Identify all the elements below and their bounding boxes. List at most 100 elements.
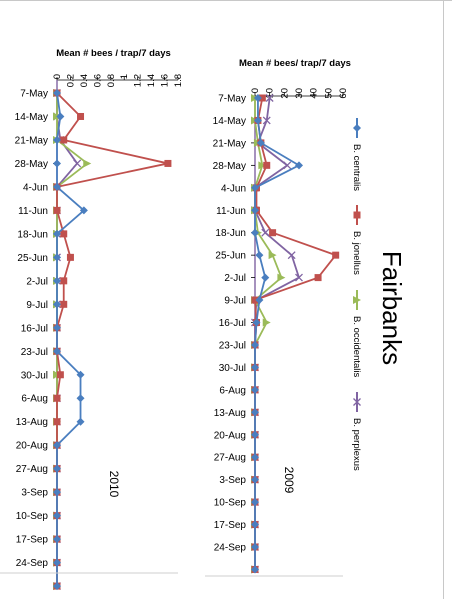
legend-label: B. perplexus — [351, 418, 362, 471]
data-point-centralis — [255, 251, 264, 260]
category-tick-label: 13-Aug — [16, 417, 48, 428]
data-point-centralis — [53, 323, 61, 332]
data-point-centralis — [251, 453, 259, 462]
category-tick-label: 28-May — [15, 159, 48, 170]
category-tick-label: 24-Sep — [214, 543, 247, 554]
data-point-perplexus — [262, 116, 271, 125]
value-tick-label: 1.4 — [146, 74, 157, 87]
data-point-occidentalis — [262, 318, 271, 327]
data-point-centralis — [261, 273, 270, 282]
figure-top-border — [0, 0, 452, 1]
legend-swatch-marker — [353, 124, 361, 132]
value-tick-label: 50 — [323, 88, 334, 99]
value-tick-label: 0.8 — [106, 74, 117, 87]
category-tick-label: 4-Jun — [221, 183, 246, 194]
category-tick-label: 20-Aug — [16, 441, 48, 452]
value-axis-title: Mean # bees / trap/7 days — [56, 48, 171, 59]
data-point-centralis — [251, 498, 259, 507]
category-tick-label: 27-Aug — [214, 453, 246, 464]
data-point-jonellus — [314, 274, 322, 282]
series-line-occidentalis — [56, 93, 89, 587]
category-tick-label: 11-Jun — [216, 206, 246, 217]
data-point-perplexus — [287, 251, 296, 260]
category-tick-label: 14-May — [213, 116, 246, 127]
data-point-jonellus — [251, 296, 259, 304]
value-tick-label: 30 — [294, 88, 305, 99]
data-point-jonellus — [164, 159, 172, 167]
data-point-centralis — [252, 318, 261, 327]
legend-item-occidentalis: B. occidentalis — [351, 290, 362, 378]
data-point-jonellus — [60, 230, 68, 238]
data-point-jonellus — [56, 371, 64, 379]
legend-label: B. centralis — [351, 144, 362, 191]
data-point-jonellus — [53, 206, 61, 214]
category-tick-label: 6-Aug — [219, 385, 246, 396]
value-tick-label: 0 — [52, 74, 63, 79]
value-axis-title: Mean # bees/ trap/7 days — [239, 58, 351, 69]
value-tick-label: 40 — [309, 88, 320, 99]
data-point-jonellus — [60, 277, 68, 285]
data-point-occidentalis — [258, 161, 267, 170]
data-point-centralis — [53, 89, 61, 97]
legend-item-jonellus: B. jonellus — [351, 205, 362, 275]
data-point-centralis — [251, 565, 259, 574]
value-tick-label: 0.6 — [92, 74, 103, 87]
category-tick-label: 30-Jul — [219, 363, 246, 374]
data-point-centralis — [251, 228, 259, 237]
series-centralis — [53, 89, 88, 591]
category-tick-label: 3-Sep — [21, 488, 48, 499]
data-point-jonellus — [269, 229, 277, 237]
category-tick-label: 18-Jun — [17, 229, 48, 240]
data-point-centralis — [53, 159, 61, 168]
legend: B. centralis B. jonellus B. occidentalis B.… — [351, 118, 362, 471]
series-jonellus — [53, 89, 172, 590]
data-point-perplexus — [295, 273, 303, 282]
legend-label: B. occidentalis — [351, 316, 362, 378]
data-point-centralis — [53, 488, 61, 497]
category-tick-label: 30-Jul — [21, 370, 48, 381]
figure-right-border — [443, 0, 444, 599]
category-tick-label: 24-Sep — [16, 558, 49, 569]
category-tick-label: 2-Jul — [26, 276, 48, 287]
category-tick-label: 3-Sep — [219, 475, 246, 486]
category-tick-label: 10-Sep — [214, 498, 247, 509]
legend-item-perplexus: B. perplexus — [351, 392, 362, 471]
year-label: 2010 — [107, 471, 121, 498]
category-tick-label: 21-May — [213, 138, 246, 149]
data-point-centralis — [53, 464, 61, 473]
legend-item-centralis: B. centralis — [351, 118, 362, 191]
category-tick-label: 23-Jul — [21, 347, 48, 358]
value-tick-label: 60 — [338, 88, 349, 99]
value-tick-label: 1.8 — [173, 74, 184, 87]
data-point-centralis — [256, 138, 265, 147]
data-point-occidentalis — [277, 273, 286, 282]
category-tick-label: 4-Jun — [23, 182, 48, 193]
value-tick-label: 10 — [265, 88, 276, 99]
data-point-centralis — [255, 296, 264, 305]
data-point-centralis — [53, 511, 61, 520]
data-point-centralis — [76, 417, 85, 426]
category-tick-label: 14-May — [15, 112, 48, 123]
series-line-centralis — [56, 92, 85, 587]
data-point-centralis — [53, 347, 61, 356]
data-point-jonellus — [60, 136, 68, 144]
category-tick-label: 7-May — [218, 94, 246, 105]
category-tick-label: 16-Jul — [21, 323, 48, 334]
value-tick-label: 1.2 — [133, 74, 144, 87]
category-tick-label: 25-Jun — [17, 253, 48, 264]
data-point-centralis — [251, 430, 259, 439]
category-tick-label: 7-May — [20, 89, 48, 100]
category-tick-label: 11-Jun — [18, 206, 48, 217]
category-tick-label: 20-Aug — [214, 430, 246, 441]
data-point-centralis — [79, 206, 88, 215]
category-tick-label: 16-Jul — [219, 318, 246, 329]
category-tick-label: 28-May — [213, 161, 246, 172]
data-point-centralis — [295, 161, 303, 170]
data-point-centralis — [251, 340, 259, 349]
legend-swatch-marker — [353, 211, 361, 219]
series-centralis — [251, 94, 303, 574]
category-tick-label: 23-Jul — [219, 340, 246, 351]
data-point-centralis — [251, 385, 259, 394]
